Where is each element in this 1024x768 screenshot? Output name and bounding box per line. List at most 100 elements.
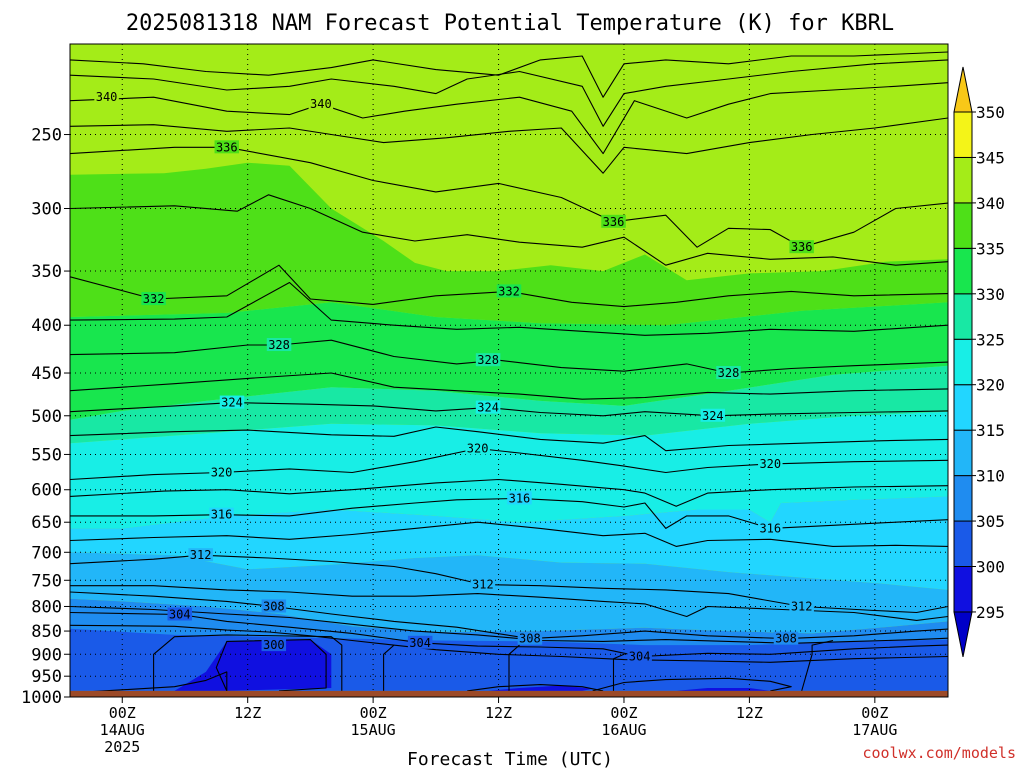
contour-300 xyxy=(215,639,327,692)
contour-label-bg xyxy=(627,649,652,663)
contour-label: 320 xyxy=(759,457,781,471)
contour-label: 312 xyxy=(190,548,212,562)
contour-label-bg xyxy=(496,284,522,298)
contour-label: 304 xyxy=(169,607,191,621)
contour-label-bg xyxy=(141,292,166,306)
credit-text: coolwx.com/models xyxy=(862,744,1016,762)
contour-label: 320 xyxy=(467,441,489,455)
contour-304 xyxy=(508,644,520,691)
colorbar-under-triangle xyxy=(953,611,973,658)
contour-label-bg xyxy=(475,400,501,414)
y-tick-label: 250 xyxy=(31,126,62,146)
x-axis-label: Forecast Time (UTC) xyxy=(407,749,613,768)
contour-300 xyxy=(592,677,792,692)
contour-314 xyxy=(70,521,948,547)
contour-304 xyxy=(801,639,834,692)
contour-label: 332 xyxy=(498,284,520,298)
x-tick-label: 16AUG xyxy=(601,721,646,739)
contour-label-bg xyxy=(94,90,119,104)
contour-label-bg xyxy=(167,607,192,621)
contour-324 xyxy=(70,402,948,417)
contour-label: 336 xyxy=(216,140,238,154)
colorbar-tick-label: 310 xyxy=(976,467,1005,486)
contour-label: 316 xyxy=(211,508,233,522)
colorbar-tick-label: 335 xyxy=(976,239,1005,258)
contour-312 xyxy=(70,554,948,614)
y-tick-label: 950 xyxy=(31,667,62,687)
contour-326 xyxy=(70,372,948,400)
colorbar-segment-325 xyxy=(953,293,973,340)
filled-region-312 xyxy=(70,552,948,634)
colorbar-segment-320 xyxy=(953,338,973,386)
contour-label: 304 xyxy=(409,636,431,650)
contour-label: 316 xyxy=(509,491,531,505)
contour-label-bg xyxy=(517,631,543,645)
colorbar-segment-315 xyxy=(953,384,973,431)
contour-label: 340 xyxy=(310,97,332,111)
y-tick-label: 400 xyxy=(31,316,62,336)
filled-region-322 xyxy=(70,411,948,529)
contour-label-bg xyxy=(758,521,783,535)
contour-label-bg xyxy=(758,456,783,470)
y-tick-label: 500 xyxy=(31,407,62,427)
y-tick-label: 550 xyxy=(31,445,62,465)
x-tick-label: 00Z xyxy=(861,704,888,722)
contour-label: 340 xyxy=(96,90,118,104)
y-tick-label: 650 xyxy=(31,513,62,533)
contour-label-bg xyxy=(214,140,240,154)
contour-label: 308 xyxy=(263,599,285,613)
contour-label: 312 xyxy=(472,578,494,592)
contour-label: 316 xyxy=(759,521,781,535)
x-tick-label: 00Z xyxy=(360,704,387,722)
contour-label-bg xyxy=(475,353,501,367)
filled-region-297 xyxy=(174,639,332,691)
x-tick-label: 12Z xyxy=(736,704,763,722)
contour-label-bg xyxy=(407,635,433,649)
contour-334 xyxy=(70,194,948,266)
y-tick-label: 750 xyxy=(31,571,62,591)
colorbar-tick-label: 300 xyxy=(976,558,1005,577)
contour-label: 336 xyxy=(603,215,625,229)
y-tick-label: 1000 xyxy=(21,688,62,708)
contour-label-bg xyxy=(188,548,213,562)
contour-320 xyxy=(70,447,948,481)
x-tick-label: 00Z xyxy=(109,704,136,722)
contour-label: 324 xyxy=(477,401,499,415)
contour-label-bg xyxy=(219,395,245,409)
y-tick-label: 350 xyxy=(31,262,62,282)
colorbar-tick-label: 330 xyxy=(976,285,1005,304)
contour-labels: 340 340 336 336 336 332 332 328 328 328 324 324 324 3… xyxy=(94,90,814,663)
colorbar: 295 300 305 310 315 320 325 330 335 340 345 350 xyxy=(953,66,1005,658)
contour-340 xyxy=(70,82,948,155)
contour-label-bg xyxy=(261,638,287,652)
colorbar-segment-330 xyxy=(953,247,973,295)
contour-label-bg xyxy=(773,631,799,645)
contour-304 xyxy=(612,653,625,691)
contour-342 xyxy=(70,59,948,127)
contour-label-bg xyxy=(700,408,726,422)
filled-region-297 xyxy=(676,688,771,691)
chart-title: 2025081318 NAM Forecast Potential Temper… xyxy=(126,11,894,36)
colorbar-segment-300 xyxy=(953,520,973,567)
filled-region-327 xyxy=(70,365,948,444)
x-tick-label: 14AUG xyxy=(100,721,145,739)
contour-label-bg xyxy=(209,507,234,521)
contour-344 xyxy=(70,51,948,98)
contour-label-bg xyxy=(308,97,334,111)
colorbar-segment-305 xyxy=(953,475,973,522)
x-tick-label: 17AUG xyxy=(852,721,897,739)
contour-300 xyxy=(70,671,228,694)
y-axis-ticks: 250 300 350 400 450 500 550 600 650 700 750 800 850 9… xyxy=(21,126,70,708)
plot-area: 340 340 336 336 336 332 332 328 328 328 324 324 324 3… xyxy=(70,44,948,697)
filled-contours xyxy=(70,44,948,691)
colorbar-segment-345 xyxy=(953,111,973,158)
contour-label: 324 xyxy=(702,409,724,423)
contour-label: 328 xyxy=(477,353,499,367)
contour-label-bg xyxy=(266,338,292,352)
contour-330 xyxy=(70,281,948,336)
contour-label: 328 xyxy=(718,366,740,380)
contour-label: 304 xyxy=(629,649,651,663)
colorbar-segment-310 xyxy=(953,429,973,477)
plot-frame xyxy=(69,43,949,698)
